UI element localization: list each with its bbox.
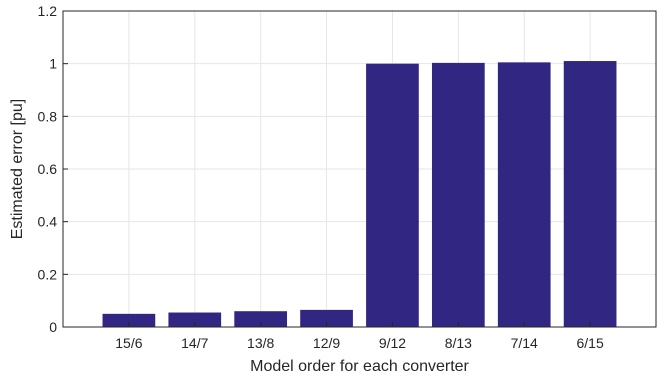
- x-tick-label: 15/6: [115, 335, 142, 351]
- y-axis-label: Estimated error [pu]: [9, 99, 26, 240]
- x-tick-label: 9/12: [379, 335, 406, 351]
- y-tick-label: 0.4: [38, 214, 58, 230]
- x-tick-labels: 15/6 14/7 13/8 12/9 9/12 8/13 7/14 6/15: [115, 322, 604, 351]
- x-tick-label: 6/15: [576, 335, 603, 351]
- y-tick-label: 0: [49, 319, 57, 335]
- bar-6-15: [563, 61, 617, 328]
- y-tick-label: 0.6: [38, 161, 58, 177]
- y-tick-label: 1: [49, 56, 57, 72]
- x-tick-label: 7/14: [511, 335, 538, 351]
- bar-14-7: [168, 312, 222, 327]
- bar-12-9: [300, 309, 353, 327]
- y-tick-labels: 0 0.2 0.4 0.6 0.8 1 1.2: [38, 3, 68, 335]
- bar-13-8: [234, 311, 288, 327]
- x-tick-label: 12/9: [313, 335, 340, 351]
- x-tick-label: 13/8: [247, 335, 274, 351]
- y-tick-label: 1.2: [38, 3, 58, 19]
- x-tick-label: 14/7: [181, 335, 208, 351]
- bar-15-6: [102, 313, 156, 327]
- x-axis-label: Model order for each converter: [250, 358, 469, 375]
- bars: [102, 61, 617, 328]
- y-tick-label: 0.8: [38, 108, 58, 124]
- bar-9-12: [366, 63, 419, 328]
- bar-8-13: [431, 62, 485, 327]
- bar-7-14: [497, 62, 551, 327]
- y-tick-label: 0.2: [38, 266, 58, 282]
- x-tick-label: 8/13: [445, 335, 472, 351]
